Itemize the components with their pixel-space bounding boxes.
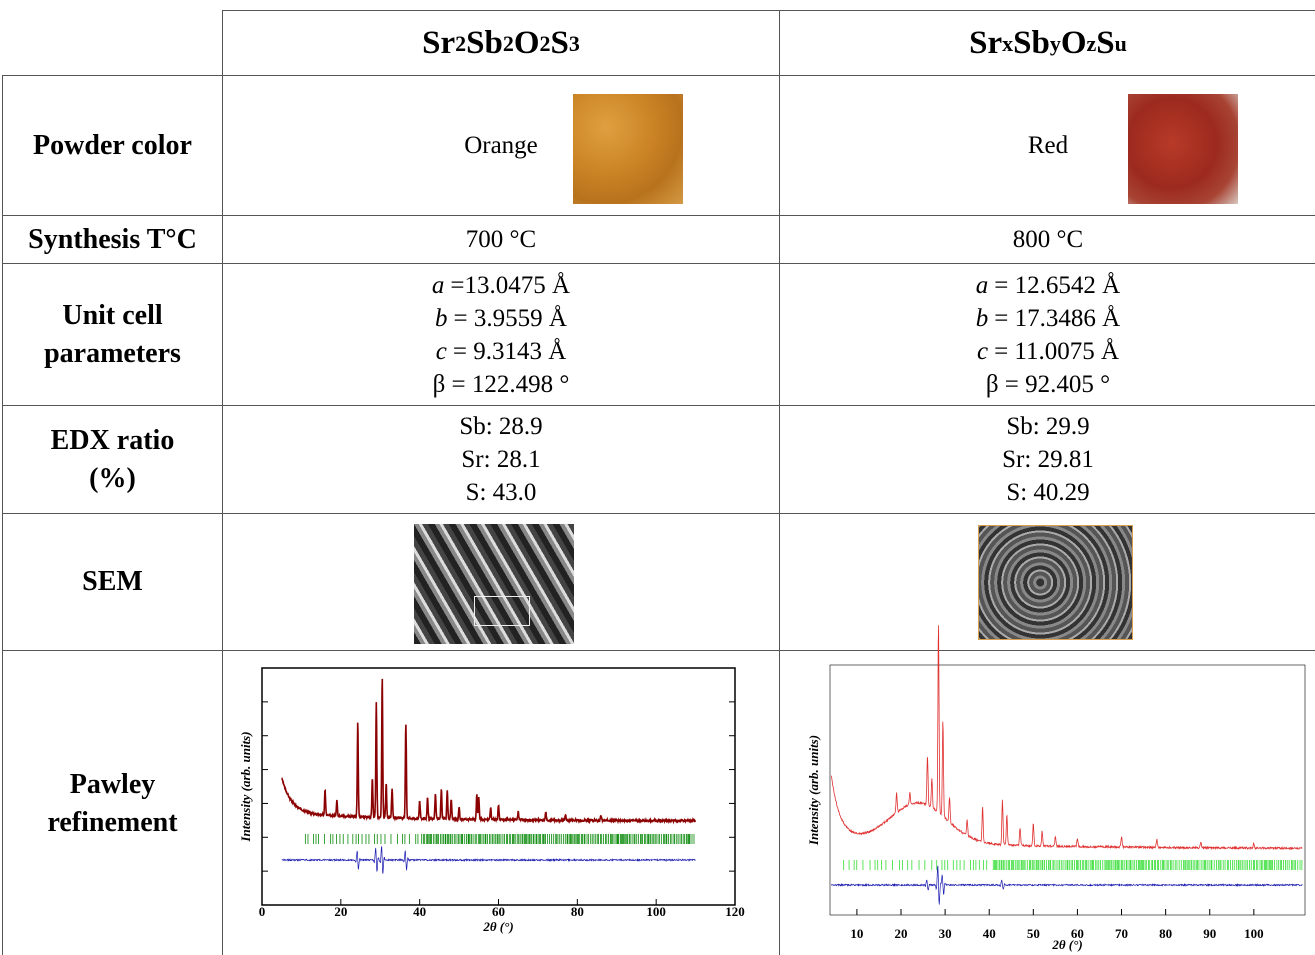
x-tick-label: 100 bbox=[1244, 926, 1264, 941]
cell-line: c = 9.3143 Å bbox=[436, 335, 567, 368]
cell-line: Sr: 29.81 bbox=[1002, 446, 1094, 473]
parameter-value: = 17.3486 Å bbox=[994, 304, 1121, 332]
x-tick-label: 20 bbox=[334, 904, 347, 919]
cell-line: Sr: 28.1 bbox=[461, 446, 541, 473]
cell-line: a =13.0475 Å bbox=[432, 269, 570, 302]
cell-line: 800 °C bbox=[1012, 226, 1084, 253]
parameter-symbol: a bbox=[431, 271, 445, 299]
y-axis-label: Intensity (arb. units) bbox=[806, 735, 821, 846]
cell-line: c = 11.0075 Å bbox=[977, 335, 1119, 368]
formula-element: O bbox=[513, 24, 540, 61]
x-tick-label: 40 bbox=[983, 926, 996, 941]
parameter-value: = 9.3143 Å bbox=[452, 337, 567, 365]
x-tick-label: 90 bbox=[1203, 926, 1216, 941]
cell-line: b = 17.3486 Å bbox=[976, 302, 1120, 335]
x-axis-label: 2θ (°) bbox=[482, 919, 513, 934]
row-label-line: Unit cell bbox=[62, 299, 163, 331]
formula-subscript: y bbox=[1049, 30, 1061, 56]
cell-line: S: 40.29 bbox=[1006, 479, 1090, 506]
x-axis-label: 2θ (°) bbox=[1051, 937, 1082, 952]
pattern-curve bbox=[830, 625, 1303, 851]
row-label-line: Pawley bbox=[69, 768, 156, 800]
cell-line: b = 3.9559 Å bbox=[435, 302, 567, 335]
formula-element: O bbox=[1060, 24, 1087, 61]
cell-line: Sb: 29.9 bbox=[1006, 413, 1090, 440]
row-label-line: EDX ratio bbox=[50, 424, 175, 456]
red-powder-photo bbox=[1128, 94, 1238, 204]
x-tick-label: 50 bbox=[1027, 926, 1040, 941]
parameter-symbol: b bbox=[975, 304, 989, 332]
formula-element: Sb bbox=[1013, 24, 1050, 61]
orange-powder-photo bbox=[573, 94, 683, 204]
row-label: EDX ratio (%) bbox=[2, 405, 223, 514]
formula-subscript: u bbox=[1114, 30, 1127, 56]
cell-line: Red bbox=[1027, 132, 1069, 159]
cell-line: β = 122.498 ° bbox=[432, 370, 570, 398]
formula-element: S bbox=[550, 24, 569, 61]
parameter-symbol: a bbox=[975, 271, 989, 299]
row-label: Pawley refinement bbox=[2, 650, 223, 955]
row-label: Unit cell parameters bbox=[2, 263, 223, 406]
sem-image-left bbox=[414, 524, 574, 644]
cell-line: S: 43.0 bbox=[465, 479, 537, 506]
formula-element: S bbox=[1096, 24, 1115, 61]
pattern-curve bbox=[281, 678, 697, 825]
cell-line: β = 92.405 ° bbox=[985, 370, 1111, 398]
x-tick-label: 60 bbox=[492, 904, 505, 919]
row-label-line: (%) bbox=[89, 462, 136, 494]
parameter-symbol: c bbox=[976, 337, 989, 365]
x-tick-label: 20 bbox=[895, 926, 908, 941]
row-label-line: SEM bbox=[82, 566, 143, 597]
header-cell: Sr 2 Sb 2 O 2 S 3 bbox=[222, 10, 780, 76]
formula-element: Sr bbox=[969, 24, 1003, 61]
x-tick-label: 80 bbox=[571, 904, 584, 919]
x-tick-label: 100 bbox=[646, 904, 666, 919]
parameter-symbol: b bbox=[435, 304, 448, 332]
cell-line: Orange bbox=[464, 132, 538, 159]
cell-line: 700 °C bbox=[465, 226, 537, 253]
formula-subscript: 2 bbox=[502, 30, 514, 56]
row-label: Synthesis T°C bbox=[2, 215, 223, 264]
formula-element: Sr bbox=[422, 24, 456, 61]
cell-line: Sb: 28.9 bbox=[459, 413, 543, 440]
x-tick-label: 70 bbox=[1115, 926, 1128, 941]
row-label-line: parameters bbox=[44, 337, 181, 369]
parameter-value: = 12.6542 Å bbox=[994, 271, 1121, 299]
y-axis-label: Intensity (arb. units) bbox=[238, 731, 253, 842]
difference-curve bbox=[281, 846, 696, 874]
parameter-symbol: c bbox=[435, 337, 447, 365]
difference-curve bbox=[830, 865, 1303, 905]
formula-subscript: 2 bbox=[539, 30, 551, 56]
x-tick-label: 30 bbox=[939, 926, 952, 941]
data-cell bbox=[779, 650, 1315, 955]
formula-subscript: x bbox=[1002, 30, 1014, 56]
formula-subscript: 2 bbox=[455, 30, 467, 56]
parameter-value: = 3.9559 Å bbox=[453, 304, 567, 332]
row-label-line: Powder color bbox=[33, 129, 192, 161]
parameter-value: = 11.0075 Å bbox=[994, 337, 1120, 365]
x-tick-label: 40 bbox=[413, 904, 426, 919]
x-tick-label: 10 bbox=[850, 926, 863, 941]
formula-subscript: z bbox=[1086, 30, 1097, 56]
x-tick-label: 0 bbox=[259, 904, 266, 919]
x-tick-label: 80 bbox=[1159, 926, 1172, 941]
parameter-value: =13.0475 Å bbox=[450, 271, 571, 299]
plot-frame bbox=[261, 667, 736, 906]
x-tick-label: 60 bbox=[1071, 926, 1084, 941]
plot-frame bbox=[829, 664, 1306, 916]
row-label-line: Synthesis T°C bbox=[28, 223, 197, 255]
cell-line: a = 12.6542 Å bbox=[976, 269, 1120, 302]
formula-subscript: 3 bbox=[568, 30, 580, 56]
sem-image-right bbox=[978, 525, 1133, 640]
x-tick-label: 120 bbox=[725, 904, 745, 919]
formula-element: Sb bbox=[466, 24, 503, 61]
row-label-line: refinement bbox=[47, 806, 178, 838]
